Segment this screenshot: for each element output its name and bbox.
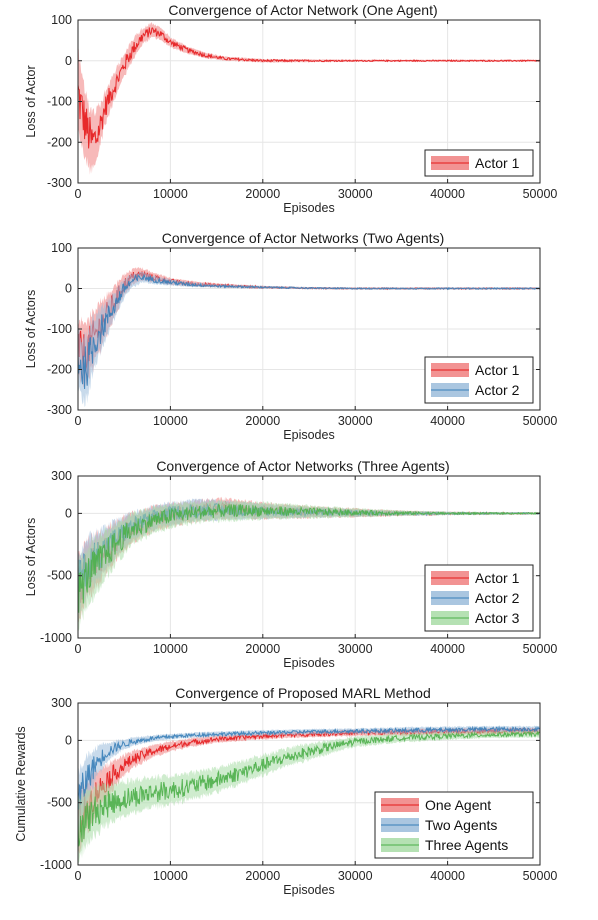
y-tick-label: 0	[65, 282, 72, 296]
legend-entry-2: Two Agents	[425, 817, 497, 833]
x-tick-label: 0	[75, 414, 82, 428]
y-tick-label: -100	[47, 95, 72, 109]
x-tick-label: 0	[75, 869, 82, 883]
x-tick-label: 30000	[338, 187, 373, 201]
x-axis-label: Episodes	[283, 883, 334, 897]
x-tick-label: 30000	[338, 642, 373, 656]
legend-box	[424, 149, 534, 177]
y-tick-label: -200	[47, 135, 72, 149]
x-tick-label: 50000	[523, 642, 558, 656]
y-tick-label: -1000	[40, 858, 72, 872]
x-tick-label: 0	[75, 187, 82, 201]
x-tick-label: 20000	[245, 869, 280, 883]
y-tick-label: 0	[65, 54, 72, 68]
x-tick-label: 40000	[430, 187, 465, 201]
chart-title: Convergence of Actor Networks (Two Agent…	[162, 230, 444, 246]
axes-box	[77, 475, 541, 639]
x-tick-label: 40000	[430, 414, 465, 428]
legend-entry-3: Actor 3	[475, 610, 520, 626]
legend-entry-1: Actor 1	[475, 155, 520, 171]
y-axis-label: Loss of Actors	[24, 518, 38, 597]
x-tick-label: 50000	[523, 869, 558, 883]
series-band-1	[78, 22, 540, 175]
series-layer	[78, 496, 540, 632]
legend: Actor 1	[424, 149, 534, 177]
x-tick-label: 20000	[245, 414, 280, 428]
chart-panel-1: 0 10000 20000 30000 40000 50000 100 0 -100 -200 -3…	[24, 2, 557, 215]
x-tick-label: 10000	[153, 869, 188, 883]
x-tick-label: 30000	[338, 414, 373, 428]
y-tick-label: -500	[47, 569, 72, 583]
y-tick-label: -300	[47, 176, 72, 190]
y-tick-label: -1000	[40, 631, 72, 645]
y-tick-label: -500	[47, 796, 72, 810]
series-band-3	[78, 730, 540, 864]
legend: Actor 1 Actor 2	[424, 356, 534, 404]
chart-panel-3: 0 10000 20000 30000 40000 50000 300 0 -500 -1000 C…	[24, 458, 557, 670]
series-line-1	[78, 27, 540, 149]
x-tick-label: 30000	[338, 869, 373, 883]
x-tick-label: 50000	[523, 414, 558, 428]
chart-panel-4: 0 10000 20000 30000 40000 50000 300 0 -500 -1000 C…	[14, 685, 557, 897]
series-line-3	[78, 730, 540, 847]
chart-title: Convergence of Proposed MARL Method	[175, 685, 431, 701]
series-line-2	[78, 725, 540, 810]
x-tick-label: 40000	[430, 869, 465, 883]
x-tick-label: 40000	[430, 642, 465, 656]
y-axis-label: Cumulative Rewards	[14, 726, 28, 841]
chart-title: Convergence of Actor Networks (Three Age…	[156, 458, 449, 474]
y-tick-label: -300	[47, 403, 72, 417]
chart-title: Convergence of Actor Network (One Agent)	[168, 2, 437, 18]
legend-entry-1: Actor 1	[475, 570, 520, 586]
x-axis-label: Episodes	[283, 656, 334, 670]
x-tick-label: 20000	[245, 187, 280, 201]
y-axis-label: Loss of Actor	[24, 65, 38, 137]
legend: Actor 1 Actor 2 Actor 3	[424, 564, 534, 632]
x-tick-label: 10000	[153, 414, 188, 428]
legend-entry-1: One Agent	[425, 797, 491, 813]
series-band-2	[78, 271, 540, 407]
series-layer	[78, 22, 540, 175]
y-tick-label: 300	[51, 696, 72, 710]
legend-entry-1: Actor 1	[475, 362, 520, 378]
legend: One Agent Two Agents Three Agents	[374, 791, 534, 859]
x-axis-label: Episodes	[283, 428, 334, 442]
x-tick-label: 0	[75, 642, 82, 656]
x-tick-label: 50000	[523, 187, 558, 201]
x-tick-label: 20000	[245, 642, 280, 656]
series-line-3	[78, 503, 540, 613]
y-tick-label: 300	[51, 469, 72, 483]
y-tick-label: 100	[51, 13, 72, 27]
legend-entry-3: Three Agents	[425, 837, 508, 853]
x-tick-label: 10000	[153, 642, 188, 656]
axes-box	[77, 702, 541, 866]
y-tick-label: 0	[65, 733, 72, 747]
series-layer	[78, 725, 540, 864]
y-tick-label: 100	[51, 241, 72, 255]
legend-entry-2: Actor 2	[475, 382, 520, 398]
x-tick-label: 10000	[153, 187, 188, 201]
chart-panel-2: 0 10000 20000 30000 40000 50000 100 0 -100 -200 -3…	[24, 230, 557, 442]
series-line-2	[78, 273, 540, 390]
x-axis-label: Episodes	[283, 201, 334, 215]
series-layer	[78, 267, 540, 407]
legend-entry-2: Actor 2	[475, 590, 520, 606]
y-axis-label: Loss of Actors	[24, 290, 38, 369]
y-tick-label: 0	[65, 506, 72, 520]
y-tick-label: -200	[47, 363, 72, 377]
y-tick-label: -100	[47, 322, 72, 336]
